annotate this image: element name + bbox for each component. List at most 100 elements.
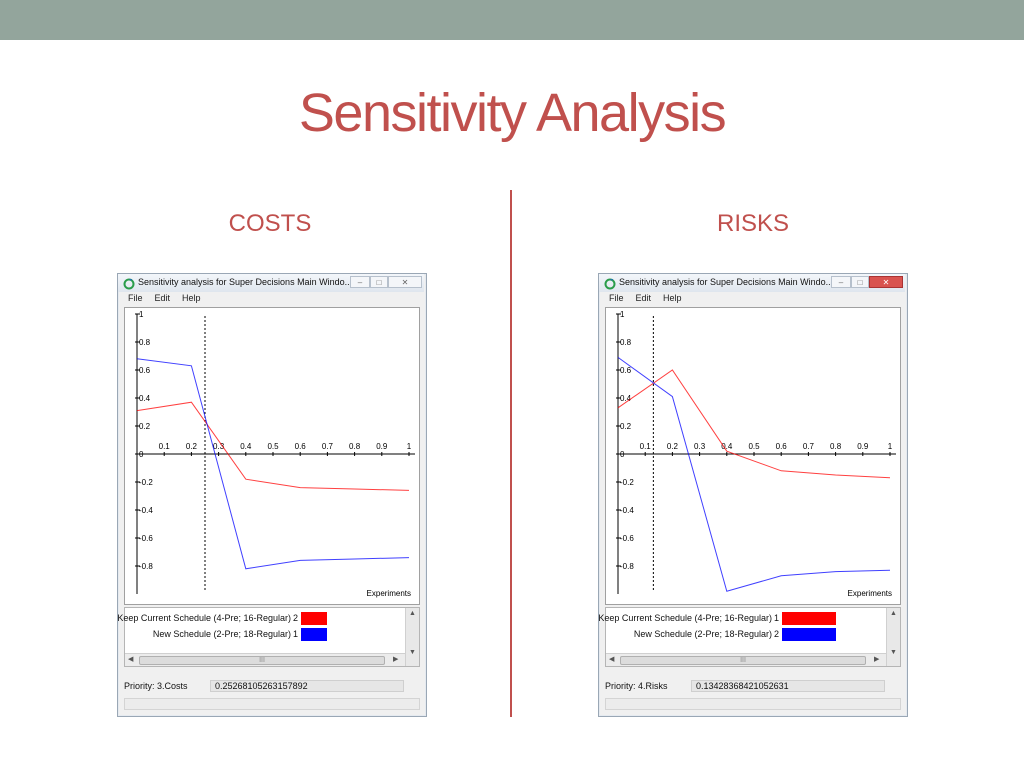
series-line-blue	[136, 358, 410, 570]
legend-row: New Schedule (2-Pre; 18-Regular) 1	[125, 628, 405, 642]
series-line-red	[617, 369, 891, 479]
costs-heading: COSTS	[228, 210, 312, 237]
legend-alternative-name: New Schedule (2-Pre; 18-Regular)	[633, 629, 772, 639]
status-bar: Priority: 3.Costs 0.25268105263157892	[124, 680, 420, 694]
bottom-scrollbar[interactable]	[605, 698, 901, 710]
minimize-icon[interactable]: –	[350, 276, 370, 288]
y-tick-label: 1	[139, 310, 144, 319]
y-tick-label: 0.6	[620, 366, 632, 375]
legend-priority-bar	[782, 628, 836, 641]
app-refresh-icon	[123, 277, 135, 290]
window-titlebar[interactable]: Sensitivity analysis for Super Decisions…	[118, 274, 424, 292]
series-line-blue	[617, 356, 891, 592]
x-tick-label: 0.5	[267, 442, 279, 451]
x-axis-label: Experiments	[848, 589, 892, 598]
legend-panel: Keep Current Schedule (4-Pre; 16-Regular…	[598, 607, 901, 667]
legend-horizontal-scrollbar[interactable]: ◀ III ▶	[606, 653, 886, 666]
x-tick-label: 0.3	[694, 442, 706, 451]
legend-alternative-name: Keep Current Schedule (4-Pre; 16-Regular…	[598, 613, 772, 623]
legend-vertical-scrollbar[interactable]: ▲ ▼	[886, 608, 900, 666]
legend-row: New Schedule (2-Pre; 18-Regular) 2	[606, 628, 886, 642]
y-tick-label: 0.4	[620, 394, 632, 403]
y-tick-label: -0.4	[620, 506, 634, 515]
x-tick-label: 0.6	[776, 442, 788, 451]
menu-help[interactable]: Help	[663, 293, 682, 303]
y-tick-label: 0.2	[139, 422, 151, 431]
y-tick-label: -0.8	[139, 562, 153, 571]
x-tick-label: 0.4	[240, 442, 252, 451]
y-tick-label: 0	[139, 450, 144, 459]
menu-file[interactable]: File	[609, 293, 624, 303]
chart-svg: 1 0.8 0.6 0.4 0.2 0 -0.2 -0.4 -0.6 -0.8 0.1 0.2 0.3 0…	[616, 310, 896, 598]
top-band	[0, 0, 1024, 40]
x-tick-label: 0.3	[213, 442, 225, 451]
x-tick-label: 0.8	[349, 442, 361, 451]
x-tick-label: 0.5	[748, 442, 760, 451]
priority-label: Priority: 3.Costs	[124, 681, 188, 691]
legend-vertical-scrollbar[interactable]: ▲ ▼	[405, 608, 419, 666]
priority-value-field: 0.25268105263157892	[210, 680, 404, 692]
legend-rank: 2	[774, 629, 780, 639]
menu-edit[interactable]: Edit	[635, 293, 652, 303]
scroll-left-icon[interactable]: ◀	[128, 656, 134, 663]
y-tick-label: 0.8	[139, 338, 151, 347]
app-refresh-icon	[604, 277, 616, 290]
x-tick-label: 0.1	[640, 442, 652, 451]
scroll-thumb[interactable]: III	[620, 656, 866, 665]
y-tick-label: 1	[620, 310, 625, 319]
series-line-red	[136, 401, 410, 491]
close-icon[interactable]: ✕	[869, 276, 903, 288]
menu-file[interactable]: File	[128, 293, 143, 303]
scroll-thumb[interactable]: III	[139, 656, 385, 665]
x-axis-label: Experiments	[367, 589, 411, 598]
scroll-right-icon[interactable]: ▶	[874, 656, 880, 663]
legend-horizontal-scrollbar[interactable]: ◀ III ▶	[125, 653, 405, 666]
x-tick-label: 0.1	[159, 442, 171, 451]
y-tick-label: -0.8	[620, 562, 634, 571]
risks-sensitivity-window: Sensitivity analysis for Super Decisions…	[598, 273, 908, 717]
costs-sensitivity-window: Sensitivity analysis for Super Decisions…	[117, 273, 427, 717]
bottom-scrollbar[interactable]	[124, 698, 420, 710]
x-tick-label: 0.7	[322, 442, 334, 451]
risks-heading: RISKS	[716, 210, 790, 237]
y-tick-label: -0.2	[620, 478, 634, 487]
scroll-right-icon[interactable]: ▶	[393, 656, 399, 663]
close-icon[interactable]: ✕	[388, 276, 422, 288]
menu-bar: File Edit Help	[122, 293, 422, 307]
x-tick-label: 0.9	[857, 442, 869, 451]
x-tick-label: 0.2	[186, 442, 198, 451]
x-tick-label: 1	[888, 442, 893, 451]
x-tick-label: 1	[407, 442, 412, 451]
maximize-icon[interactable]: □	[370, 276, 388, 288]
chart-svg: 1 0.8 0.6 0.4 0.2 0 -0.2 -0.4 -0.6 -0.8 0.1 0.2 0.3 0…	[135, 310, 415, 598]
scroll-left-icon[interactable]: ◀	[609, 656, 615, 663]
y-tick-label: 0.2	[620, 422, 632, 431]
y-tick-label: -0.6	[139, 534, 153, 543]
legend-rank: 2	[293, 613, 299, 623]
maximize-icon[interactable]: □	[851, 276, 869, 288]
priority-label: Priority: 4.Risks	[605, 681, 668, 691]
y-tick-label: 0	[620, 450, 625, 459]
x-tick-label: 0.7	[803, 442, 815, 451]
slide-title: Sensitivity Analysis	[298, 83, 727, 143]
x-tick-label: 0.2	[667, 442, 679, 451]
column-divider	[510, 190, 512, 717]
legend-rank: 1	[293, 629, 299, 639]
status-bar: Priority: 4.Risks 0.13428368421052631	[605, 680, 901, 694]
legend-alternative-name: Keep Current Schedule (4-Pre; 16-Regular…	[117, 613, 291, 623]
window-title: Sensitivity analysis for Super Decisions…	[138, 277, 353, 287]
minimize-icon[interactable]: –	[831, 276, 851, 288]
window-titlebar[interactable]: Sensitivity analysis for Super Decisions…	[599, 274, 905, 292]
x-tick-label: 0.8	[830, 442, 842, 451]
priority-value-field: 0.13428368421052631	[691, 680, 885, 692]
menu-help[interactable]: Help	[182, 293, 201, 303]
legend-rank: 1	[774, 613, 780, 623]
legend-row: Keep Current Schedule (4-Pre; 16-Regular…	[598, 612, 886, 626]
legend-priority-bar	[782, 612, 836, 625]
y-tick-label: 0.6	[139, 366, 151, 375]
y-tick-label: 0.4	[139, 394, 151, 403]
menu-edit[interactable]: Edit	[154, 293, 171, 303]
y-tick-label: -0.2	[139, 478, 153, 487]
y-tick-label: 0.8	[620, 338, 632, 347]
x-tick-label: 0.6	[295, 442, 307, 451]
